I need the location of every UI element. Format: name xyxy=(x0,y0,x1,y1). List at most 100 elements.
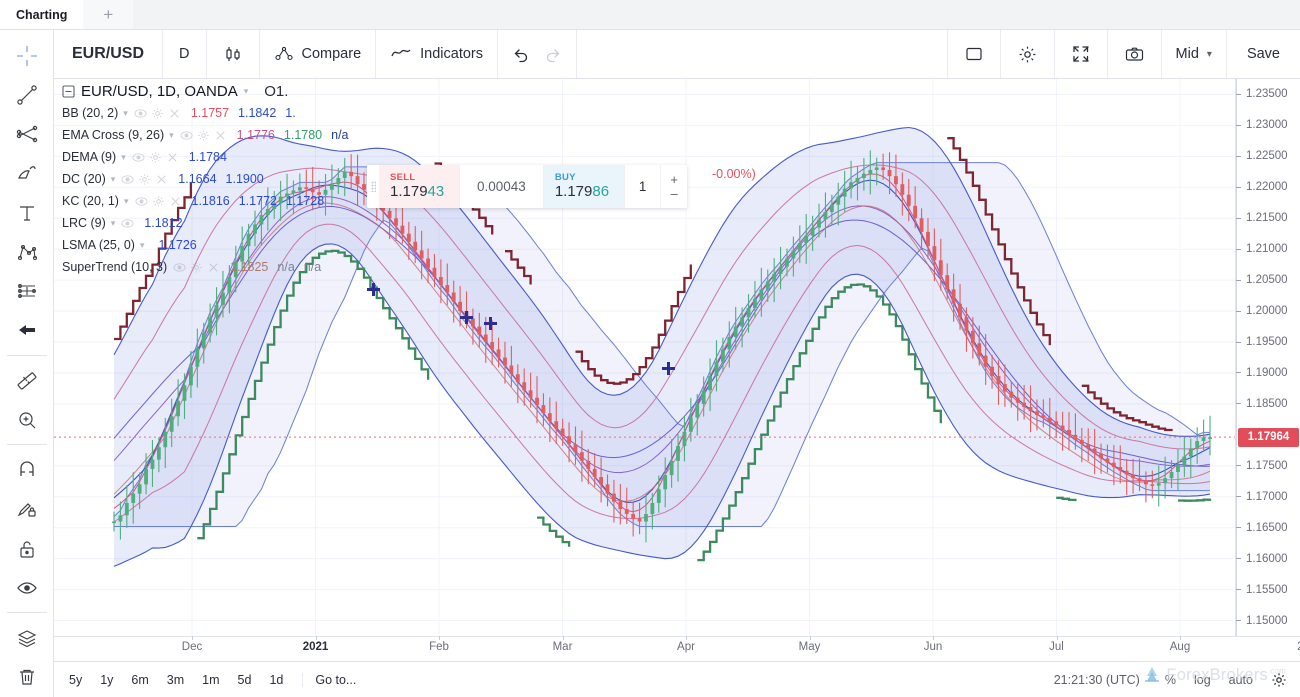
quantity-increment-button[interactable]: + xyxy=(670,171,678,187)
price-tick-label: 1.16500 xyxy=(1246,521,1288,534)
chart-toolbar: EUR/USD D xyxy=(54,30,1300,79)
price-tick: 1.18500 xyxy=(1236,397,1298,411)
redo-button[interactable] xyxy=(537,30,578,78)
price-tick-label: 1.21000 xyxy=(1246,243,1288,256)
indicators-button[interactable]: Indicators xyxy=(376,30,499,78)
time-axis-tick xyxy=(809,636,811,640)
fullscreen-button[interactable] xyxy=(1053,30,1107,78)
magnet-icon[interactable] xyxy=(8,450,46,489)
range-button[interactable]: 3m xyxy=(166,672,185,687)
chart-settings-button[interactable] xyxy=(1262,671,1300,689)
pattern-icon[interactable] xyxy=(8,232,46,271)
undo-button[interactable] xyxy=(498,30,537,78)
price-source-button[interactable]: Mid ▾ xyxy=(1160,30,1226,78)
chart-pane[interactable]: EUR/USD, 1D, OANDA ▾ O1. BB (20, 2) ▾ 1.17… xyxy=(54,79,1236,636)
order-ticket[interactable]: SELL 1.17943 0.00043 BUY 1.17986 1 + – xyxy=(367,165,687,208)
snapshot-button[interactable] xyxy=(1106,30,1161,78)
trend-line-icon[interactable] xyxy=(8,75,46,114)
object-tree-icon[interactable] xyxy=(8,618,46,657)
goto-button[interactable]: Go to... xyxy=(302,672,368,687)
hide-all-icon[interactable] xyxy=(8,568,46,607)
lock-all-icon[interactable] xyxy=(8,529,46,568)
symbol-button[interactable]: EUR/USD xyxy=(54,30,164,78)
drawing-mode-lock-icon[interactable] xyxy=(8,490,46,529)
price-tick: 1.20500 xyxy=(1236,273,1298,287)
range-button[interactable]: 5d xyxy=(237,672,252,687)
arrow-marker-icon[interactable] xyxy=(8,311,46,350)
price-tick-label: 1.20000 xyxy=(1246,305,1288,318)
ticket-drag-handle[interactable] xyxy=(367,165,379,208)
compare-button[interactable]: Compare xyxy=(260,30,377,78)
candlestick-icon xyxy=(223,44,243,64)
add-tab-button[interactable]: + xyxy=(83,0,134,29)
price-tick: 1.23500 xyxy=(1236,87,1298,101)
time-axis-label: 20 xyxy=(1297,641,1300,653)
symbol-label: EUR/USD xyxy=(72,45,145,62)
price-tick-label: 1.19000 xyxy=(1246,366,1288,379)
sell-price-main: 1.179 xyxy=(390,182,428,200)
price-tick: 1.15500 xyxy=(1236,583,1298,597)
chart-type-button[interactable] xyxy=(207,30,260,78)
sell-button[interactable]: SELL 1.17943 xyxy=(379,165,459,208)
ruler-icon[interactable] xyxy=(8,361,46,400)
price-source-label: Mid xyxy=(1175,46,1199,62)
price-tick-label: 1.18500 xyxy=(1246,397,1288,410)
settings-button[interactable] xyxy=(999,30,1054,78)
wave-icon xyxy=(390,45,412,63)
sell-label: SELL xyxy=(390,171,416,183)
price-scale-divider xyxy=(1236,79,1237,636)
price-tick-label: 1.23500 xyxy=(1246,88,1288,101)
quantity-decrement-button[interactable]: – xyxy=(670,185,678,201)
long-position-icon[interactable] xyxy=(8,272,46,311)
compare-icon xyxy=(274,44,294,64)
price-scale[interactable]: 1.23500 1.23000 1.22500 1.22000 1.21500 1.210… xyxy=(1236,79,1300,636)
price-tick-label: 1.19500 xyxy=(1246,336,1288,349)
indicators-label: Indicators xyxy=(420,46,484,62)
undo-icon xyxy=(512,45,531,64)
single-layout-icon xyxy=(964,44,984,64)
layout-button[interactable] xyxy=(946,30,1000,78)
price-tick-label: 1.22500 xyxy=(1246,150,1288,163)
time-axis-tick xyxy=(1056,636,1058,640)
chart-main: EUR/USD D xyxy=(54,30,1300,697)
time-axis-label: Apr xyxy=(677,641,695,653)
range-button[interactable]: 5y xyxy=(69,672,83,687)
price-tick-label: 1.20500 xyxy=(1246,274,1288,287)
add-tab-label: + xyxy=(103,4,114,24)
price-tick-label: 1.17000 xyxy=(1246,490,1288,503)
interval-button[interactable]: D xyxy=(163,30,207,78)
range-button[interactable]: 6m xyxy=(131,672,149,687)
price-tick: 1.22000 xyxy=(1236,180,1298,194)
brush-icon[interactable] xyxy=(8,154,46,193)
tab-charting[interactable]: Charting xyxy=(0,0,84,29)
tab-bar-filler xyxy=(133,0,1300,29)
zoom-in-icon[interactable] xyxy=(8,400,46,439)
save-label: Save xyxy=(1246,46,1280,62)
price-tick: 1.16500 xyxy=(1236,521,1298,535)
time-axis-tick xyxy=(192,636,193,640)
buy-button[interactable]: BUY 1.17986 xyxy=(543,165,624,208)
range-button[interactable]: 1m xyxy=(202,672,220,687)
gear-icon xyxy=(1270,671,1288,689)
save-button[interactable]: Save xyxy=(1225,30,1300,78)
text-icon[interactable] xyxy=(8,193,46,232)
remove-all-icon[interactable] xyxy=(8,658,46,697)
fib-retracement-icon[interactable] xyxy=(8,115,46,154)
price-tick-label: 1.22000 xyxy=(1246,181,1288,194)
time-axis[interactable]: Dec 2021 Feb Mar Apr May Jun Jul Aug 20 xyxy=(54,636,1300,662)
percent-scale-button[interactable]: % xyxy=(1164,672,1176,687)
time-axis-label: May xyxy=(798,641,821,653)
clock-label: 21:21:30 (UTC) xyxy=(1053,672,1140,687)
chart-area: EUR/USD, 1D, OANDA ▾ O1. BB (20, 2) ▾ 1.17… xyxy=(54,79,1300,636)
rail-divider-2 xyxy=(6,444,47,446)
time-axis-tick xyxy=(686,636,687,640)
quantity-stepper[interactable]: + – xyxy=(660,165,687,208)
auto-scale-button[interactable]: auto xyxy=(1228,672,1253,687)
range-button[interactable]: 1y xyxy=(100,672,114,687)
log-scale-button[interactable]: log xyxy=(1193,672,1211,687)
crosshair-icon[interactable] xyxy=(8,36,46,75)
compare-label: Compare xyxy=(301,46,362,62)
buy-price-tail: 86 xyxy=(592,182,610,200)
range-button[interactable]: 1d xyxy=(269,672,284,687)
quantity-value[interactable]: 1 xyxy=(623,165,661,208)
